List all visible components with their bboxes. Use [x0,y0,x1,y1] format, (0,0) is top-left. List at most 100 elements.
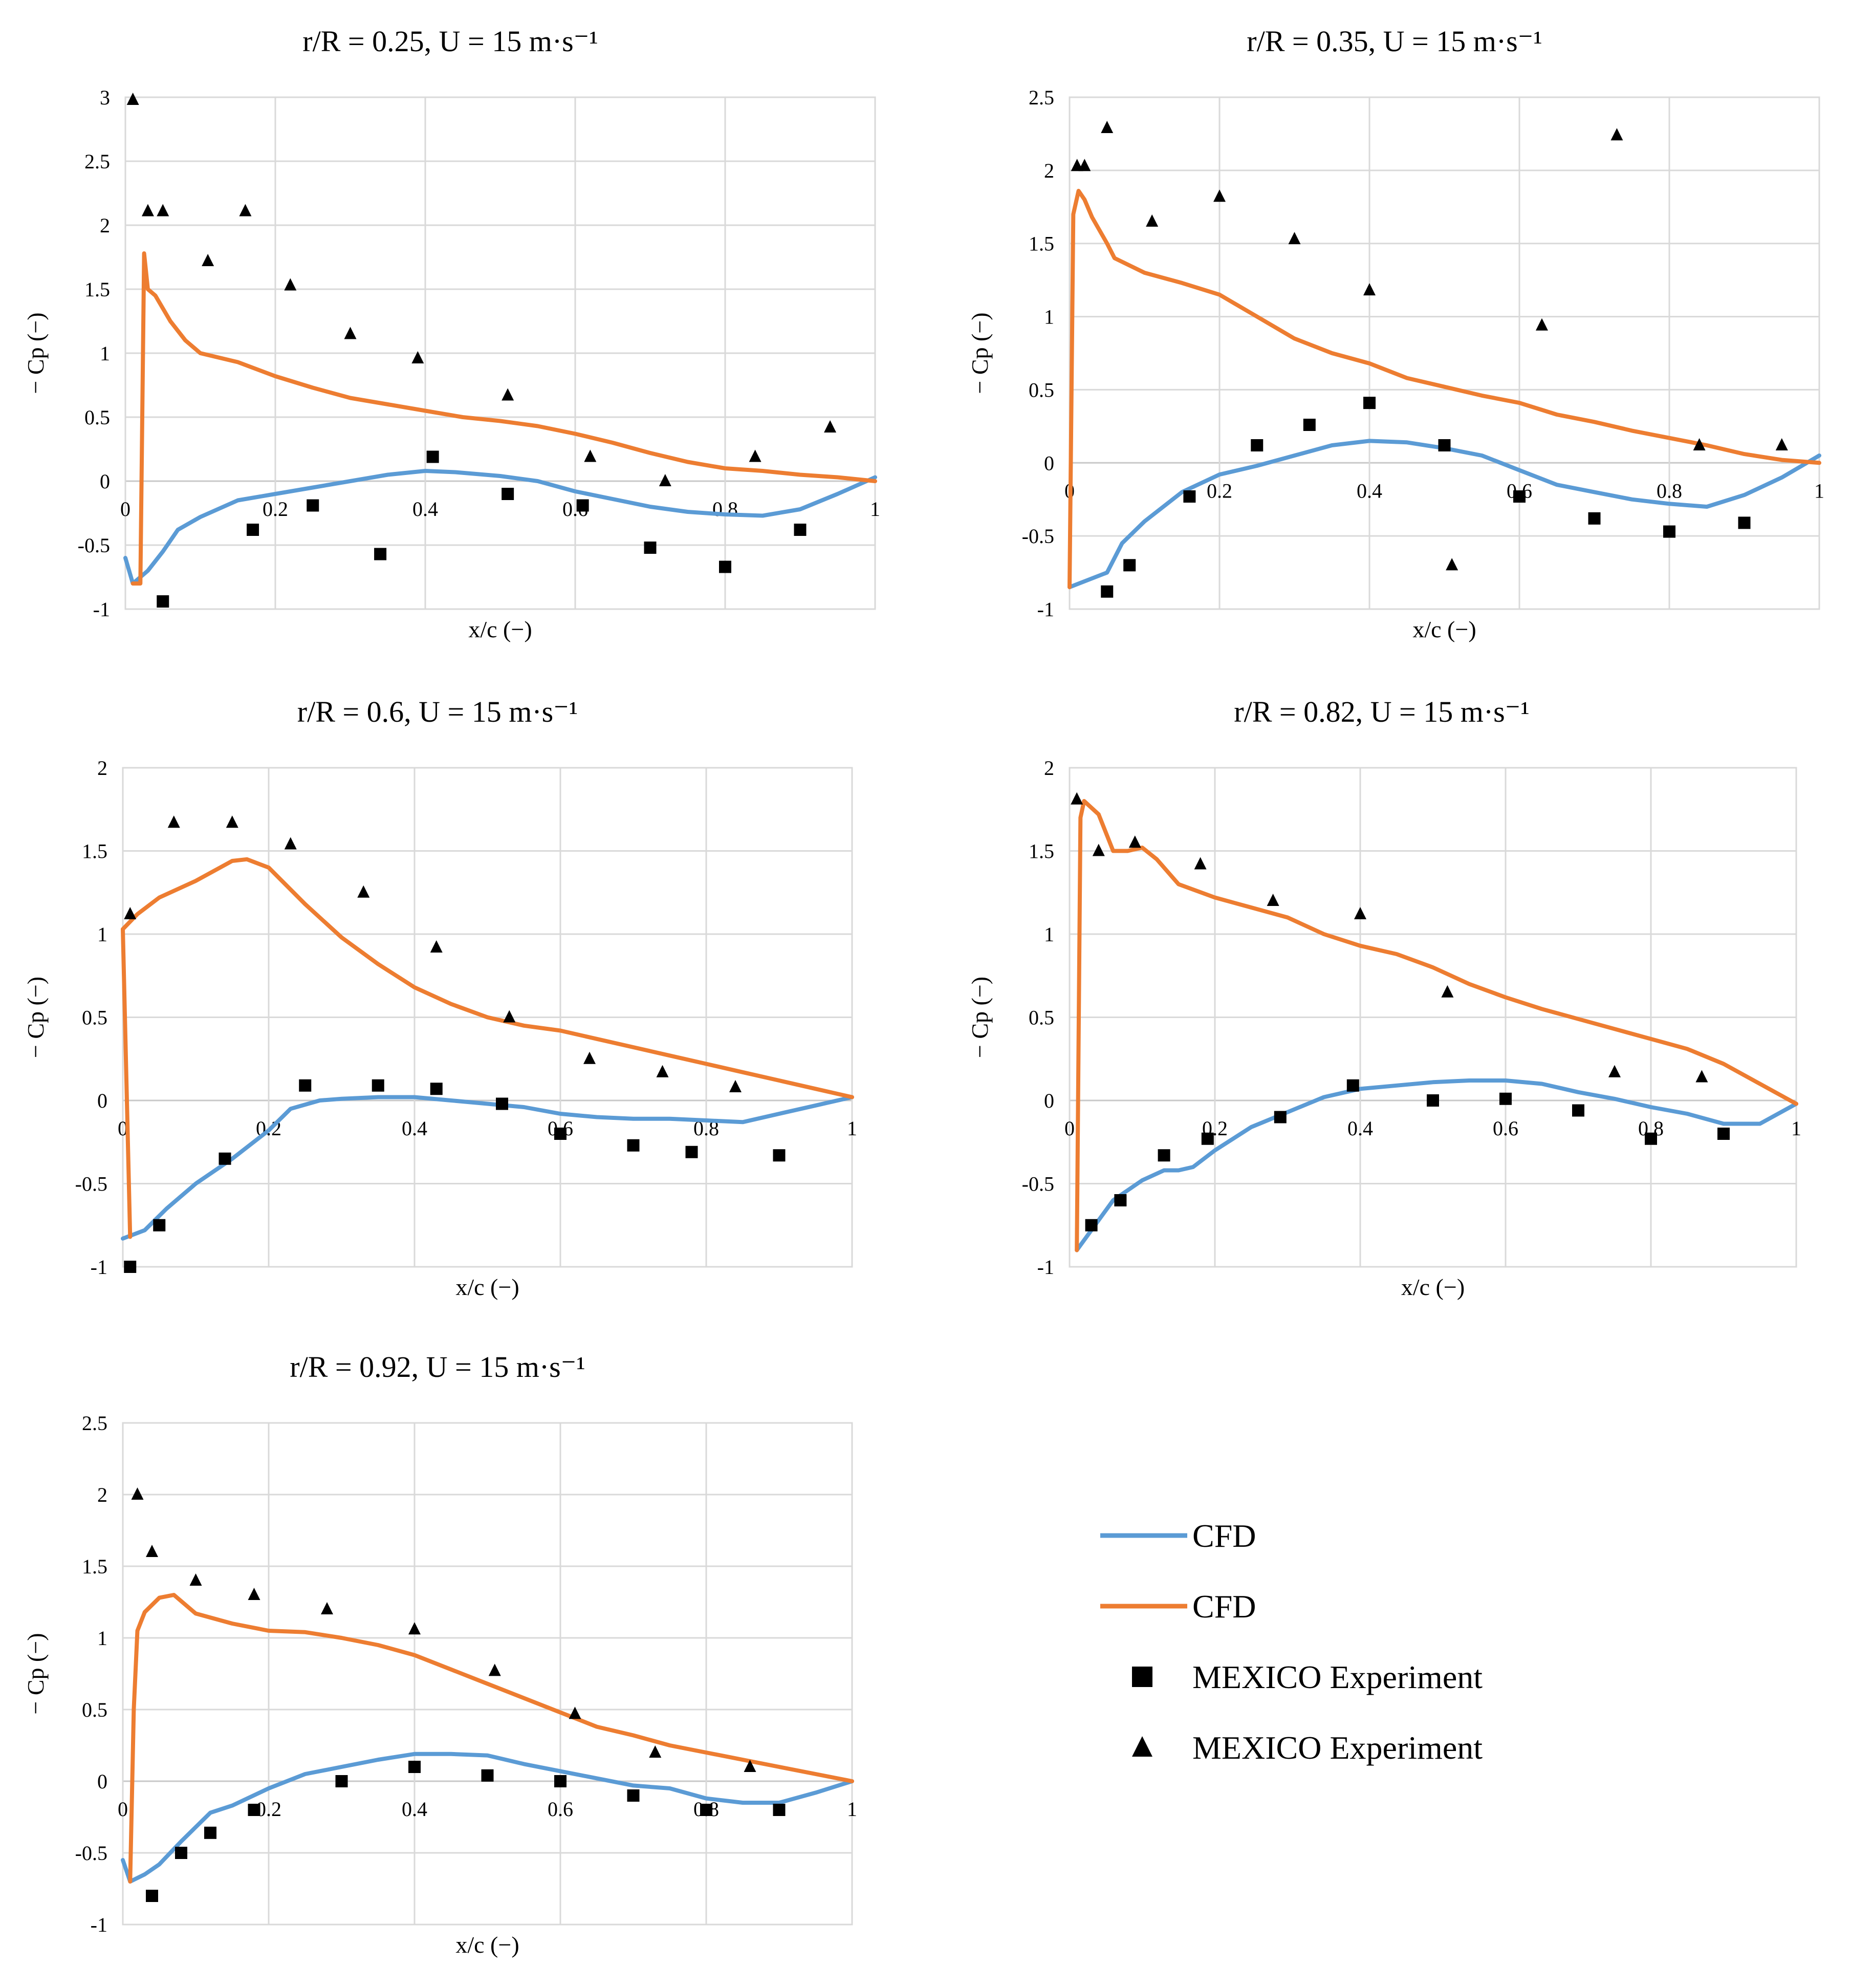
x-tick-label: 0.4 [402,1117,427,1140]
x-tick-label: 0.4 [1347,1117,1373,1140]
square-marker [1158,1149,1170,1162]
y-axis-label: − Cp (−) [967,977,993,1058]
legend-swatch-square [1132,1667,1152,1687]
y-tick-label: 2.5 [84,150,110,173]
x-tick-label: 0 [118,1798,128,1821]
legend-label: CFD [1192,1518,1256,1554]
y-tick-label: -1 [1037,598,1054,621]
y-tick-label: -1 [1037,1256,1054,1279]
square-marker [1738,516,1751,529]
square-marker [481,1769,494,1782]
cfd-line-blue [121,1095,854,1241]
x-tick-label: 1 [847,1117,857,1140]
square-marker [1663,525,1675,538]
square-marker [627,1139,640,1152]
x-tick-label: 0 [1064,1117,1075,1140]
y-tick-label: 0 [1044,451,1054,474]
triangle-marker [1608,1065,1621,1077]
y-tick-label: 3 [100,86,110,109]
triangle-marker [226,815,238,828]
chart-panel-2: r/R = 0.35, U = 15 m·s⁻¹ -1 -0.5 0 0.5 1 1.5 2 2… [967,25,1824,642]
triangle-marker [202,254,214,266]
y-axis-label: − Cp (−) [967,312,993,394]
y-axis-label: − Cp (−) [23,1633,49,1714]
cfd-line-blue [121,1752,854,1884]
triangle-marker [284,837,297,850]
square-marker [773,1149,786,1162]
x-tick-label: 0.6 [548,1798,573,1821]
y-tick-label: 1.5 [1029,232,1054,255]
square-marker [1201,1132,1214,1145]
triangle-marker [1146,214,1159,227]
y-tick-label: 1.5 [82,1555,107,1578]
y-tick-label: 2 [100,214,110,237]
square-marker [554,1128,567,1140]
y-tick-label: 2 [1044,159,1054,182]
triangle-marker [1610,128,1623,141]
square-marker [374,548,387,560]
square-marker [204,1826,216,1839]
y-tick-label: 1 [100,342,110,365]
triangle-marker [141,204,154,217]
square-marker [1427,1094,1439,1107]
cfd-line-orange [1075,799,1798,1252]
triangle-marker [167,815,180,828]
x-axis-label: x/c (−) [1412,616,1476,642]
square-marker [248,1804,260,1816]
y-axis-label: − Cp (−) [23,977,49,1058]
legend-swatch-triangle [1132,1736,1152,1757]
square-marker [576,499,589,512]
y-tick-label: 0 [100,470,110,493]
chart-title: r/R = 0.92, U = 15 m·s⁻¹ [290,1350,585,1384]
x-tick-label: 0.4 [1357,479,1382,502]
triangle-marker [502,388,514,401]
y-tick-label: 2 [1044,757,1054,780]
plot-frame [122,1422,853,1926]
legend-label: MEXICO Experiment [1192,1659,1483,1695]
triangle-marker [411,351,424,363]
square-marker [1123,559,1136,572]
y-tick-label: -0.5 [75,1173,107,1196]
square-marker [219,1152,231,1165]
square-marker [408,1761,421,1773]
y-tick-label: 0.5 [84,406,110,429]
triangle-marker [1092,844,1105,856]
y-tick-label: 0.5 [82,1006,107,1029]
chart-title: r/R = 0.82, U = 15 m·s⁻¹ [1234,695,1529,728]
x-tick-label: 0.6 [1493,1117,1518,1140]
cfd-line-orange [128,1593,854,1884]
square-marker [773,1804,786,1816]
y-tick-label: 1 [97,923,107,946]
y-tick-label: 0 [97,1770,107,1793]
cfd-line-orange [121,857,854,1239]
x-axis-label: x/c (−) [468,616,532,642]
chart-panel-3: r/R = 0.6, U = 15 m·s⁻¹-1-0.500.511.520 0… [23,695,857,1300]
chart-title: r/R = 0.6, U = 15 m·s⁻¹ [297,695,578,728]
cfd-line-orange [1068,188,1821,590]
chart-title: r/R = 0.35, U = 15 m·s⁻¹ [1247,25,1542,58]
square-marker [1085,1219,1098,1231]
triangle-marker [1775,438,1788,450]
triangle-marker [344,327,357,339]
triangle-marker [284,278,297,291]
triangle-marker [584,449,597,462]
square-marker [1588,512,1601,525]
y-tick-label: 0.5 [82,1698,107,1721]
triangle-marker [1213,189,1226,202]
y-tick-label: -0.5 [1022,1173,1054,1196]
triangle-marker [157,204,169,217]
x-tick-label: 0 [120,498,130,521]
chart-panel-4: r/R = 0.82, U = 15 m·s⁻¹ -1 -0.5 0 0.5 1 1.5 2 0… [967,695,1801,1300]
triangle-marker [749,449,761,462]
y-tick-label: 2 [97,1483,107,1506]
triangle-marker [131,1487,144,1500]
square-marker [372,1079,384,1092]
triangle-marker [126,93,139,105]
square-marker [644,542,657,554]
square-marker [426,450,439,463]
square-marker [1346,1079,1359,1092]
cfd-line-blue [1075,1078,1798,1252]
triangle-marker [488,1663,501,1676]
cfd-line-orange [130,251,877,586]
